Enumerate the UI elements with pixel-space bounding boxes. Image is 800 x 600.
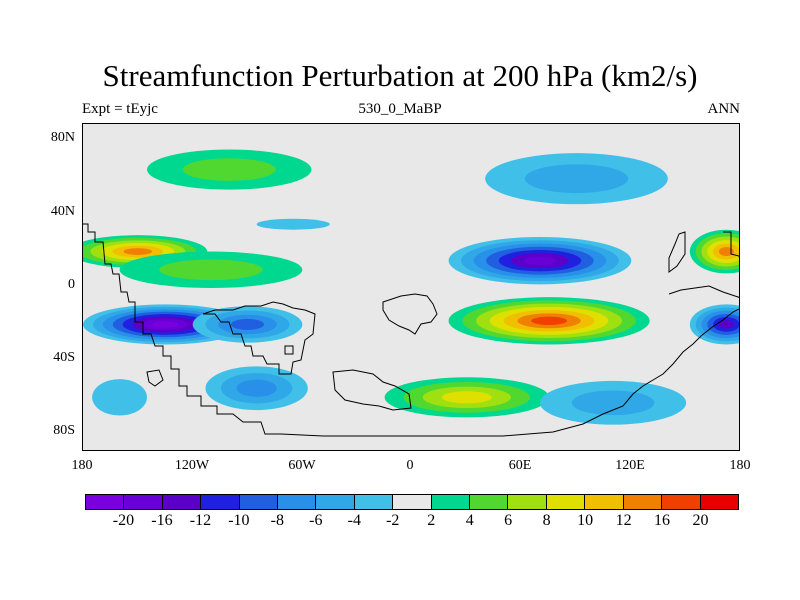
coastline-africa [382, 293, 438, 335]
colorbar-swatch [316, 495, 355, 509]
colorbar-swatch [470, 495, 509, 509]
coastline-antarctic-peninsula [332, 369, 412, 411]
x-tick-label: 60W [288, 458, 316, 473]
coastline-island [146, 369, 164, 387]
colorbar-label: 2 [427, 512, 436, 529]
coastline-new-guinea [668, 231, 686, 273]
contour-band [441, 391, 492, 404]
colorbar-swatch [431, 495, 471, 509]
colorbar-swatch [354, 495, 394, 509]
colorbar-swatch [162, 495, 202, 509]
y-tick-label: 80N [50, 130, 75, 145]
colorbar-label: -10 [228, 512, 250, 529]
colorbar-label: -8 [270, 512, 284, 529]
coastline-americas [83, 223, 281, 435]
colorbar-label: -20 [112, 512, 135, 529]
colorbar-swatch [86, 495, 125, 509]
x-tick-label: 180 [729, 458, 751, 473]
coastline-east-asia [723, 231, 739, 259]
contour-band [531, 316, 567, 326]
season-label: ANN [707, 101, 741, 117]
colorbar [85, 494, 739, 510]
colorbar-swatch [124, 495, 163, 509]
contour-band [571, 390, 655, 416]
colorbar-label: 6 [504, 512, 513, 529]
y-tick-label: 40S [53, 350, 75, 365]
coastline-antarctica [280, 308, 739, 437]
colorbar-swatch [546, 495, 586, 509]
contour-band [718, 247, 734, 257]
contour-band [524, 164, 629, 194]
map-plot-area [82, 123, 740, 451]
contour-band [152, 321, 179, 328]
colorbar-swatch [508, 495, 547, 509]
colorbar-label: 8 [542, 512, 551, 529]
y-tick-label: 40N [50, 204, 75, 219]
colorbar-label: 16 [654, 512, 671, 529]
coastline-layer [83, 223, 739, 437]
coastline-island-2 [284, 345, 294, 355]
contour-band [236, 379, 277, 397]
x-tick-label: 180 [71, 458, 93, 473]
contour-band [92, 379, 147, 416]
contour-fill-layer [83, 149, 739, 425]
y-tick-label: 80S [53, 423, 75, 438]
contour-band [256, 218, 330, 230]
contour-band [159, 259, 263, 281]
contour-map [83, 124, 739, 450]
contour-band [230, 318, 265, 330]
colorbar-label: -4 [347, 512, 361, 529]
colorbar-swatch [662, 495, 701, 509]
colorbar-swatch [700, 495, 738, 509]
colorbar-label: 20 [692, 512, 709, 529]
colorbar-swatch [585, 495, 624, 509]
experiment-label: Expt = tEyjc [82, 101, 158, 117]
x-tick-label: 120E [615, 458, 645, 473]
coastline-south-america [202, 301, 316, 375]
colorbar-swatch [278, 495, 317, 509]
coastline-australia [668, 285, 739, 298]
contour-band [523, 256, 557, 265]
contour-band [123, 248, 153, 255]
x-tick-label: 120W [174, 458, 210, 473]
contour-band [182, 158, 276, 181]
colorbar-swatch [623, 495, 663, 509]
colorbar-label: -16 [151, 512, 173, 529]
colorbar-label: 4 [465, 512, 474, 529]
run-label: 530_0_MaBP [358, 101, 442, 117]
x-tick-label: 0 [406, 458, 414, 473]
colorbar-swatch [393, 495, 432, 509]
colorbar-label: 12 [615, 512, 632, 529]
colorbar-swatch [239, 495, 279, 509]
colorbar-label: 10 [577, 512, 594, 529]
colorbar-label: -2 [386, 512, 400, 529]
contour-band [718, 320, 734, 329]
x-tick-label: 60E [508, 458, 532, 473]
y-tick-label: 0 [68, 277, 75, 292]
colorbar-label: -6 [309, 512, 323, 529]
plot-title: Streamfunction Perturbation at 200 hPa (… [102, 58, 698, 93]
colorbar-swatch [201, 495, 240, 509]
colorbar-label: -12 [189, 512, 212, 529]
